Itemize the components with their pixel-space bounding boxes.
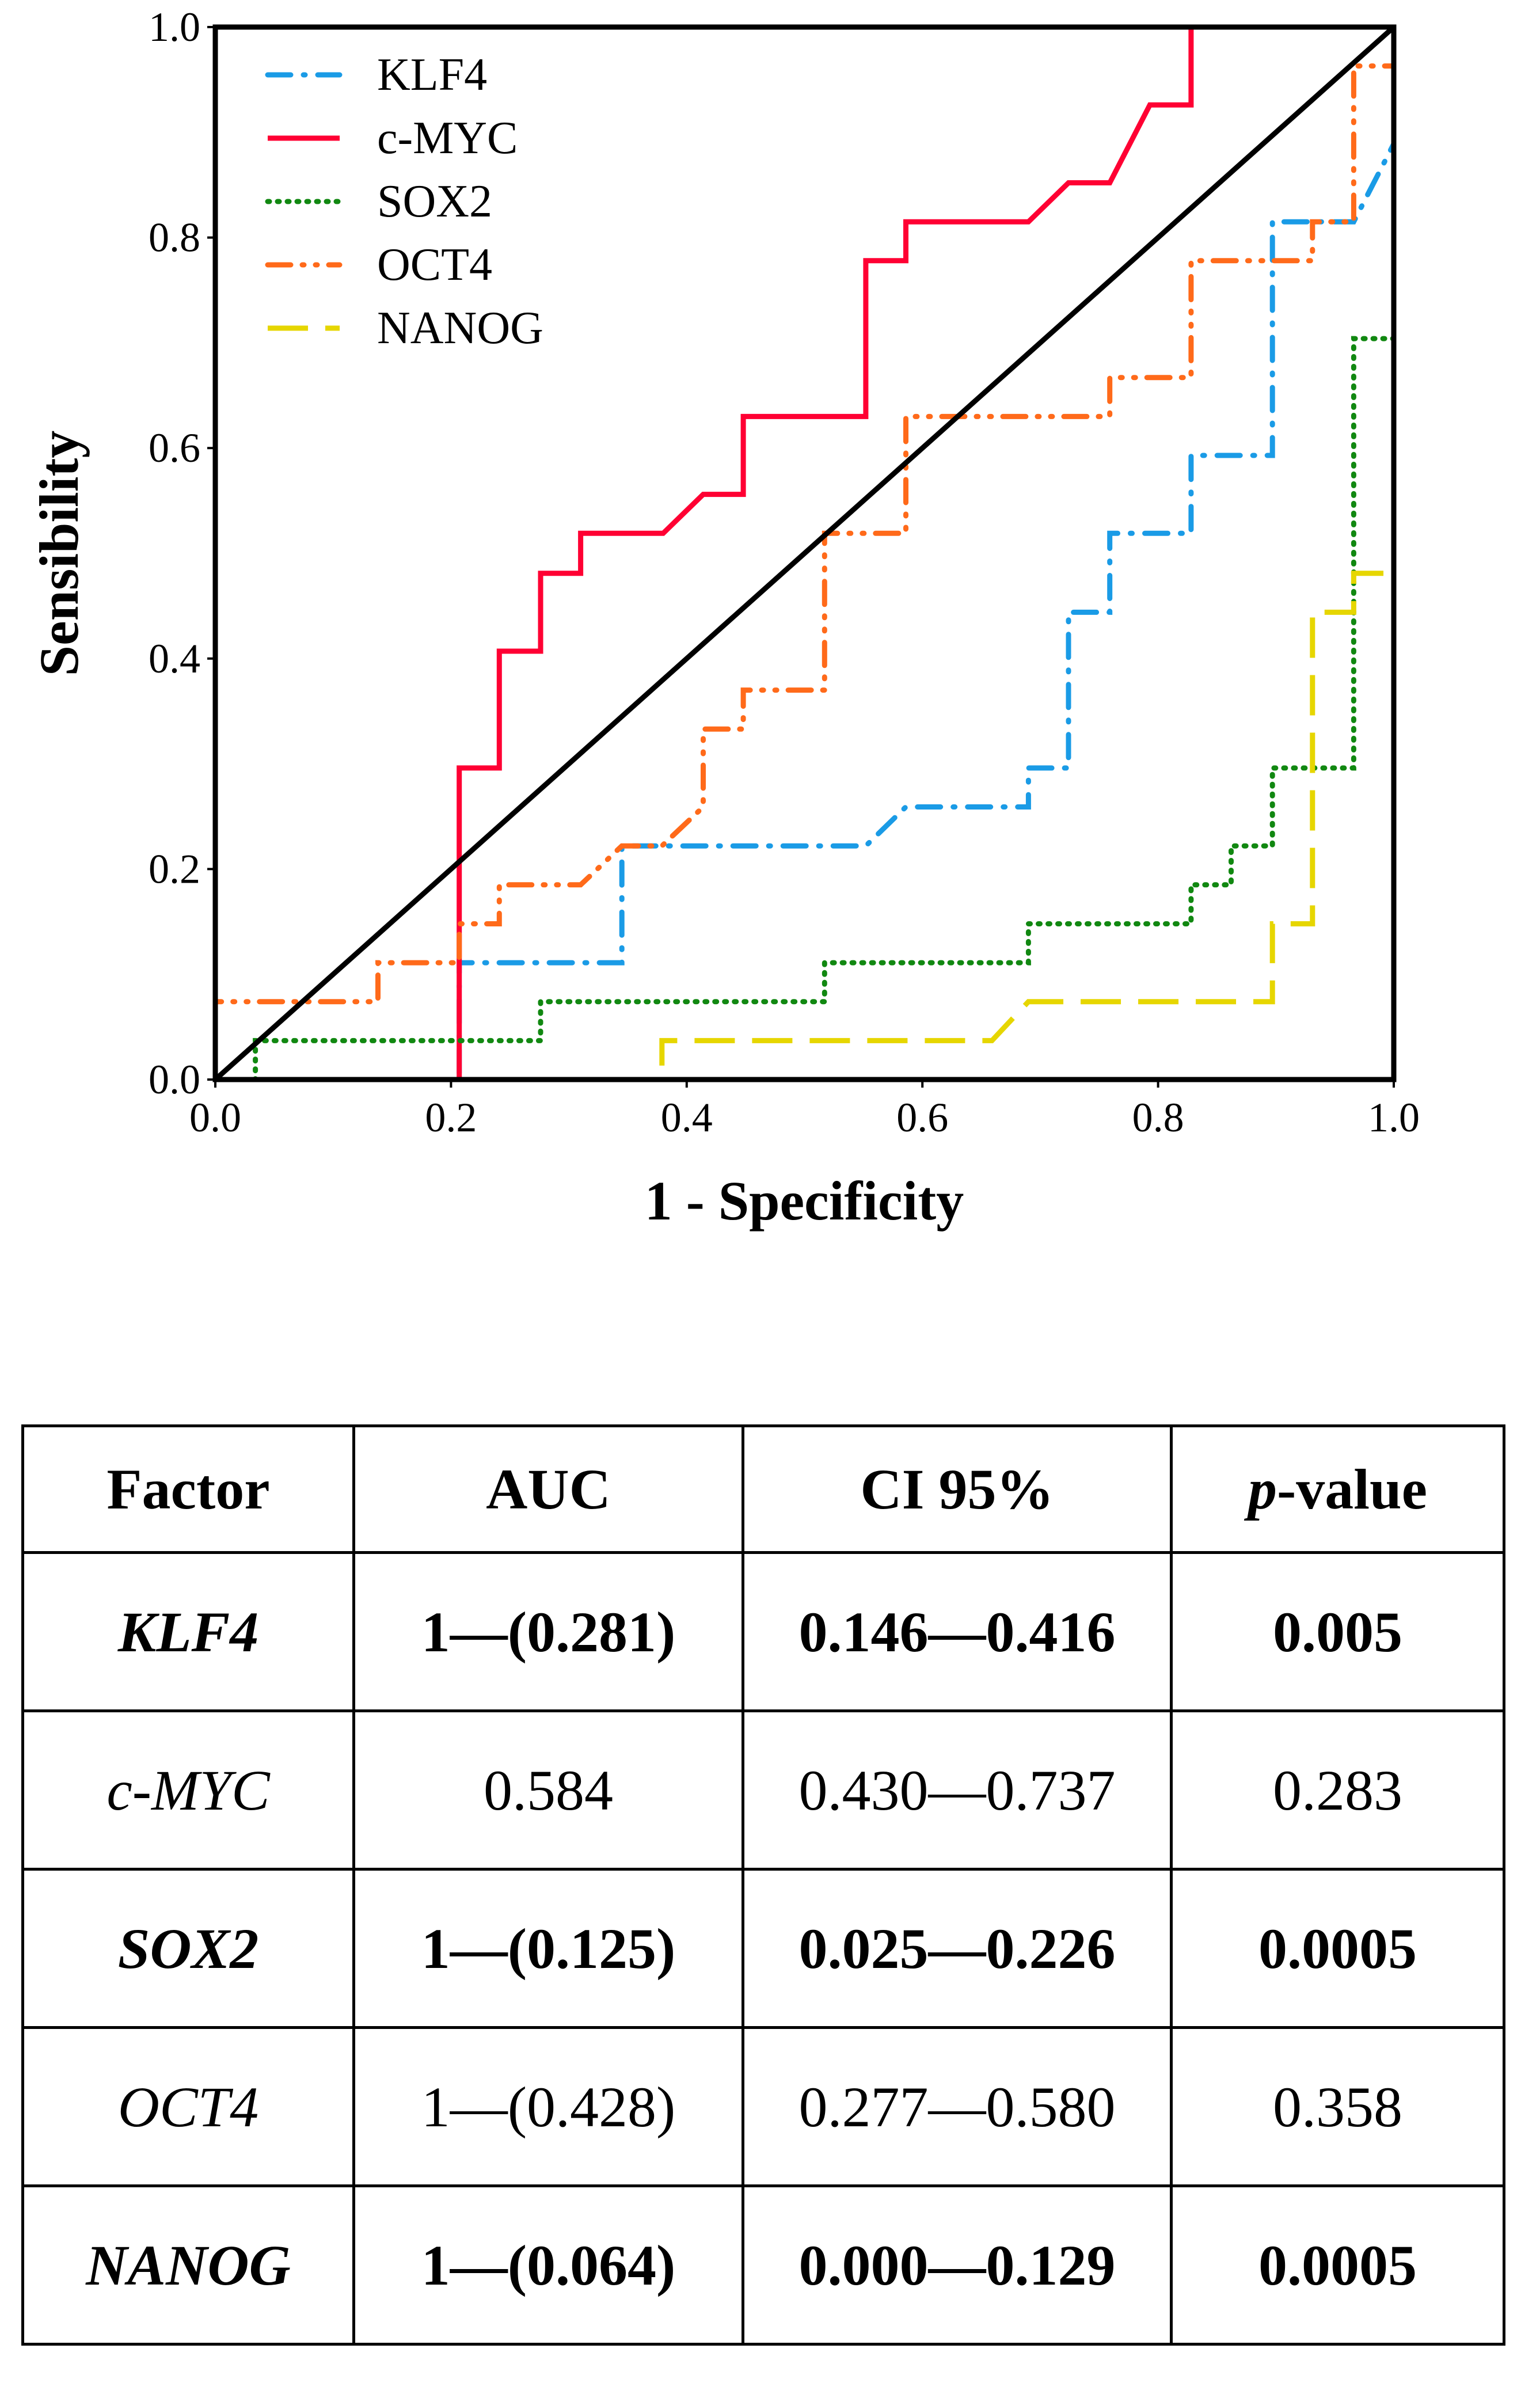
x-tick-label: 0.8 xyxy=(1132,1095,1184,1141)
cell-factor: SOX2 xyxy=(21,1868,355,2029)
cell-p: 0.0005 xyxy=(1170,2184,1505,2346)
cell-auc: 0.584 xyxy=(352,1709,744,1871)
cell-auc: 1—(0.428) xyxy=(352,2026,744,2187)
y-tick-label: 0.8 xyxy=(149,215,200,261)
table-header-row: Factor AUC CI 95% p-value xyxy=(21,1424,1505,1554)
table-row: OCT4 1—(0.428) 0.277—0.580 0.358 xyxy=(21,2026,1505,2187)
x-tick-label: 1.0 xyxy=(1368,1095,1420,1141)
legend-label-klf4: KLF4 xyxy=(377,50,487,100)
auc-table: Factor AUC CI 95% p-value KLF4 1—(0.281) 0… xyxy=(21,1424,1505,2346)
y-tick-label: 0.0 xyxy=(149,1057,200,1103)
y-tick-label: 1.0 xyxy=(149,4,200,50)
x-axis-title: 1 - Specificity xyxy=(645,1170,964,1232)
table-row: SOX2 1—(0.125) 0.025—0.226 0.0005 xyxy=(21,1868,1505,2029)
cell-factor: NANOG xyxy=(21,2184,355,2346)
cell-p: 0.005 xyxy=(1170,1551,1505,1712)
reference-diagonal-line xyxy=(214,25,1395,1082)
cell-auc: 1—(0.064) xyxy=(352,2184,744,2346)
y-tick-label: 0.2 xyxy=(149,846,200,892)
y-axis-title: Sensibility xyxy=(28,431,90,677)
plot-frame xyxy=(212,24,1397,1082)
table-row: c-MYC 0.584 0.430—0.737 0.283 xyxy=(21,1709,1505,1871)
header-pvalue: p-value xyxy=(1170,1424,1505,1554)
legend-label-c-myc: c-MYC xyxy=(377,113,518,164)
ticks: 0.0 0.2 0.4 0.6 0.8 1.0 0.0 0.2 0.4 0.6 0.8 1.0 xyxy=(149,4,1420,1141)
y-tick-label: 0.6 xyxy=(149,425,200,471)
roc-chart: 0.0 0.2 0.4 0.6 0.8 1.0 0.0 0.2 0.4 0.6 0.8 1.0 KLF… xyxy=(28,4,1420,1232)
x-tick-label: 0.2 xyxy=(425,1095,477,1141)
x-tick-label: 0.6 xyxy=(896,1095,948,1141)
header-ci: CI 95% xyxy=(742,1424,1173,1554)
x-tick-label: 0.4 xyxy=(661,1095,713,1141)
table-row: NANOG 1—(0.064) 0.000—0.129 0.0005 xyxy=(21,2184,1505,2346)
cell-auc: 1—(0.125) xyxy=(352,1868,744,2029)
cell-ci: 0.000—0.129 xyxy=(742,2184,1173,2346)
cell-factor: KLF4 xyxy=(21,1551,355,1712)
p-symbol: p xyxy=(1248,1457,1277,1521)
series-line-oct4 xyxy=(212,24,1397,1082)
series-line-nanog xyxy=(215,27,1397,1082)
y-tick-label: 0.4 xyxy=(149,636,200,682)
header-auc: AUC xyxy=(352,1424,744,1554)
curves xyxy=(212,24,1397,1082)
legend: KLF4 c-MYC SOX2 OCT4 NANOG xyxy=(265,50,543,354)
legend-label-nanog: NANOG xyxy=(377,303,543,354)
table-row: KLF4 1—(0.281) 0.146—0.416 0.005 xyxy=(21,1551,1505,1712)
cell-ci: 0.025—0.226 xyxy=(742,1868,1173,2029)
cell-factor: c-MYC xyxy=(21,1709,355,1871)
cell-ci: 0.277—0.580 xyxy=(742,2026,1173,2187)
legend-label-sox2: SOX2 xyxy=(377,176,492,227)
cell-p: 0.0005 xyxy=(1170,1868,1505,2029)
cell-p: 0.358 xyxy=(1170,2026,1505,2187)
cell-p: 0.283 xyxy=(1170,1709,1505,1871)
cell-ci: 0.146—0.416 xyxy=(742,1551,1173,1712)
cell-factor: OCT4 xyxy=(21,2026,355,2187)
x-tick-label: 0.0 xyxy=(189,1095,241,1141)
cell-ci: 0.430—0.737 xyxy=(742,1709,1173,1871)
series-line-c-myc xyxy=(215,24,1394,1082)
cell-auc: 1—(0.281) xyxy=(352,1551,744,1712)
header-factor: Factor xyxy=(21,1424,355,1554)
series-line-sox2 xyxy=(212,24,1397,1082)
legend-label-oct4: OCT4 xyxy=(377,240,492,290)
header-pvalue-text: -value xyxy=(1276,1457,1428,1521)
